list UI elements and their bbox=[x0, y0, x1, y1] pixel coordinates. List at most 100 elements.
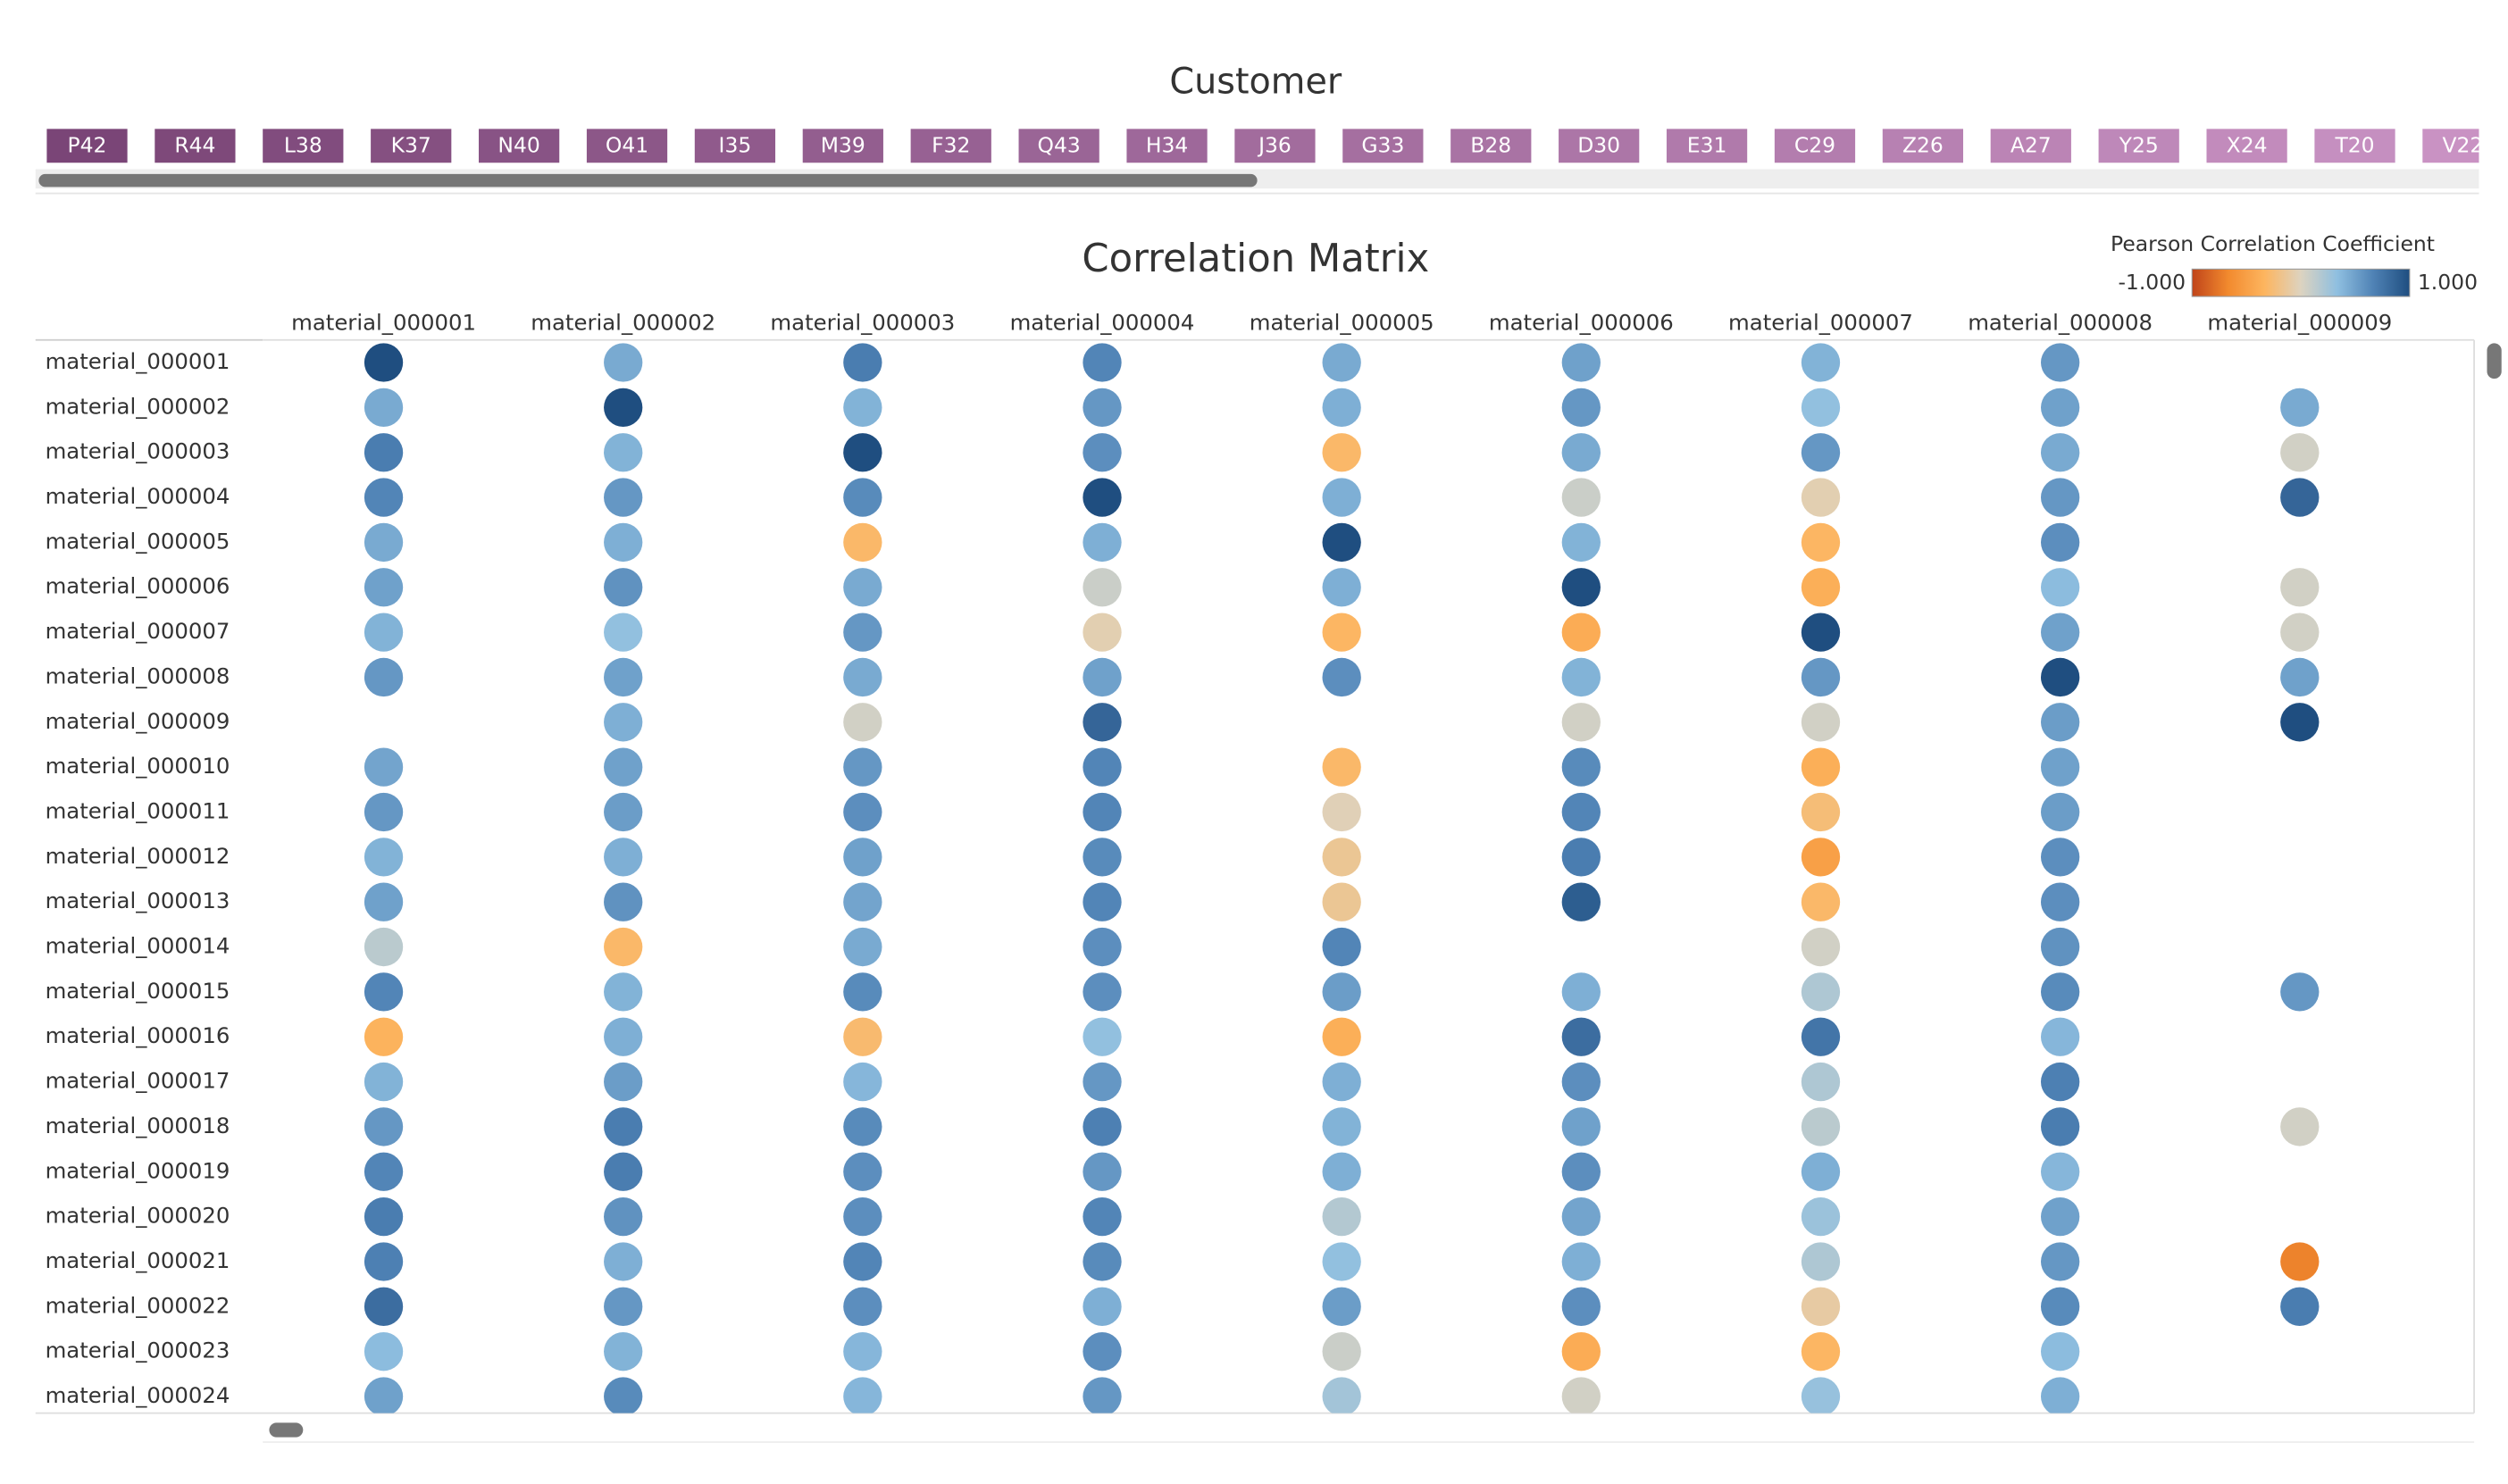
filter-button-label[interactable]: M39 bbox=[821, 133, 865, 158]
filter-button-label[interactable]: Q43 bbox=[1038, 133, 1081, 158]
filter-button[interactable] bbox=[1559, 129, 1640, 163]
filter-button-label[interactable]: T20 bbox=[2334, 133, 2374, 158]
correlation-dot bbox=[604, 1062, 643, 1102]
correlation-dot bbox=[2280, 703, 2320, 742]
correlation-dot bbox=[1561, 343, 1601, 382]
correlation-dot bbox=[1322, 747, 1361, 787]
correlation-dot bbox=[1801, 1377, 1841, 1413]
filter-button-label[interactable]: P42 bbox=[68, 133, 107, 158]
filter-button-label[interactable]: J36 bbox=[1257, 133, 1292, 158]
filter-button-label[interactable]: Z26 bbox=[1902, 133, 1944, 158]
h-scroll-thumb[interactable] bbox=[269, 1422, 304, 1438]
filter-button[interactable] bbox=[371, 129, 452, 163]
correlation-dot bbox=[1322, 1017, 1361, 1056]
filter-button[interactable] bbox=[694, 129, 776, 163]
filter-button[interactable] bbox=[1234, 129, 1316, 163]
correlation-dot bbox=[1801, 838, 1841, 877]
correlation-dot bbox=[1801, 927, 1841, 967]
correlation-dot bbox=[1322, 1062, 1361, 1102]
filter-button-label[interactable]: R44 bbox=[174, 133, 215, 158]
correlation-dot bbox=[1322, 1377, 1361, 1413]
filter-button-label[interactable]: A27 bbox=[2011, 133, 2052, 158]
filter-button[interactable] bbox=[1882, 129, 1964, 163]
filter-button-label[interactable]: O41 bbox=[606, 133, 648, 158]
correlation-dot bbox=[2040, 1377, 2080, 1413]
correlation-dot bbox=[1801, 972, 1841, 1012]
correlation-dot bbox=[364, 747, 404, 787]
filter-button-label[interactable]: N40 bbox=[497, 133, 539, 158]
correlation-dot bbox=[1322, 433, 1361, 472]
filter-button[interactable] bbox=[910, 129, 991, 163]
correlation-dot bbox=[1322, 1107, 1361, 1146]
correlation-dot bbox=[1083, 388, 1122, 428]
correlation-dot bbox=[364, 1287, 404, 1326]
filter-button[interactable] bbox=[155, 129, 236, 163]
correlation-dot bbox=[2040, 1242, 2080, 1281]
filter-button[interactable] bbox=[1666, 129, 1748, 163]
correlation-dot bbox=[1561, 1287, 1601, 1326]
correlation-dot bbox=[843, 792, 882, 832]
filter-button-label[interactable]: E31 bbox=[1687, 133, 1727, 158]
filter-button[interactable] bbox=[1126, 129, 1208, 163]
filter-button[interactable] bbox=[1774, 129, 1856, 163]
correlation-dot bbox=[1561, 568, 1601, 607]
filter-button-label[interactable]: G33 bbox=[1361, 133, 1404, 158]
filter-button[interactable] bbox=[2098, 129, 2179, 163]
filter-button-label[interactable]: B28 bbox=[1470, 133, 1511, 158]
correlation-dot bbox=[604, 478, 643, 517]
filter-button[interactable] bbox=[1342, 129, 1424, 163]
correlation-dot bbox=[364, 1017, 404, 1056]
filter-button[interactable] bbox=[1018, 129, 1099, 163]
correlation-dot bbox=[843, 927, 882, 967]
correlation-dot bbox=[604, 1107, 643, 1146]
row-label: material_000021 bbox=[46, 1247, 230, 1273]
filter-button[interactable] bbox=[586, 129, 668, 163]
filter-button-label[interactable]: D30 bbox=[1577, 133, 1620, 158]
filter-button[interactable] bbox=[1990, 129, 2071, 163]
legend-labels: -1.000 1.000 bbox=[2118, 270, 2478, 295]
filter-button-label[interactable]: X24 bbox=[2227, 133, 2268, 158]
correlation-dot bbox=[2040, 1152, 2080, 1191]
row-label: material_000008 bbox=[46, 663, 230, 688]
correlation-dot bbox=[1322, 657, 1361, 697]
filter-button[interactable] bbox=[1450, 129, 1532, 163]
correlation-dot bbox=[1083, 343, 1122, 382]
correlation-dot bbox=[2040, 1196, 2080, 1237]
filter-button-label[interactable]: H34 bbox=[1146, 133, 1188, 158]
filter-button[interactable] bbox=[2206, 129, 2287, 163]
correlation-dot bbox=[2280, 1242, 2320, 1281]
filter-button-label[interactable]: K37 bbox=[391, 133, 431, 158]
correlation-dot bbox=[1083, 838, 1122, 877]
correlation-dot bbox=[1083, 1287, 1122, 1326]
filter-button[interactable] bbox=[2422, 129, 2503, 163]
v-scroll-thumb[interactable] bbox=[2487, 343, 2502, 379]
correlation-dot bbox=[1322, 1287, 1361, 1326]
filter-button[interactable] bbox=[263, 129, 344, 163]
filter-button[interactable] bbox=[479, 129, 560, 163]
correlation-dot bbox=[604, 792, 643, 832]
correlation-dot bbox=[843, 433, 882, 472]
filter-button-label[interactable]: L38 bbox=[284, 133, 322, 158]
row-label: material_000024 bbox=[46, 1382, 230, 1408]
filter-button-label[interactable]: I35 bbox=[719, 133, 752, 158]
column-label: material_000003 bbox=[770, 310, 955, 336]
filter-button[interactable] bbox=[802, 129, 883, 163]
correlation-dot bbox=[1322, 388, 1361, 428]
correlation-dot bbox=[1083, 792, 1122, 832]
filter-button[interactable] bbox=[2314, 129, 2395, 163]
correlation-dot bbox=[843, 613, 882, 652]
correlation-dot bbox=[2040, 972, 2080, 1012]
correlation-dot bbox=[2040, 1062, 2080, 1102]
correlation-dot bbox=[1322, 1196, 1361, 1237]
correlation-dot bbox=[843, 522, 882, 563]
filter-button-label[interactable]: F32 bbox=[932, 133, 970, 158]
filter-button-label[interactable]: Y25 bbox=[2119, 133, 2159, 158]
filter-button[interactable] bbox=[46, 129, 128, 163]
correlation-dot bbox=[1083, 1017, 1122, 1056]
correlation-dot bbox=[1801, 613, 1841, 652]
filter-button-label[interactable]: V22 bbox=[2442, 133, 2483, 158]
correlation-dot bbox=[2280, 1107, 2320, 1146]
correlation-dot bbox=[604, 1152, 643, 1191]
row-label: material_000019 bbox=[46, 1157, 230, 1183]
filter-button-label[interactable]: C29 bbox=[1794, 133, 1835, 158]
